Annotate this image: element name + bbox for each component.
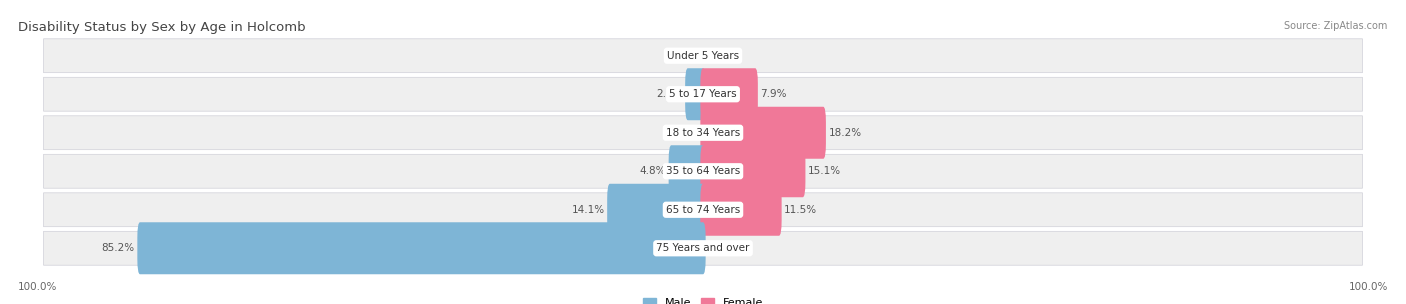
Text: Source: ZipAtlas.com: Source: ZipAtlas.com: [1284, 21, 1388, 31]
Text: 0.0%: 0.0%: [664, 128, 690, 138]
Text: 18 to 34 Years: 18 to 34 Years: [666, 128, 740, 138]
FancyBboxPatch shape: [700, 68, 758, 120]
Legend: Male, Female: Male, Female: [638, 293, 768, 304]
FancyBboxPatch shape: [700, 107, 825, 159]
Text: 0.0%: 0.0%: [716, 51, 742, 61]
Text: Disability Status by Sex by Age in Holcomb: Disability Status by Sex by Age in Holco…: [18, 21, 307, 34]
FancyBboxPatch shape: [700, 145, 806, 197]
FancyBboxPatch shape: [44, 116, 1362, 150]
Text: Under 5 Years: Under 5 Years: [666, 51, 740, 61]
Text: 0.0%: 0.0%: [716, 243, 742, 253]
FancyBboxPatch shape: [669, 145, 706, 197]
Text: 7.9%: 7.9%: [761, 89, 787, 99]
Text: 0.0%: 0.0%: [664, 51, 690, 61]
Text: 5 to 17 Years: 5 to 17 Years: [669, 89, 737, 99]
FancyBboxPatch shape: [44, 39, 1362, 73]
FancyBboxPatch shape: [44, 231, 1362, 265]
FancyBboxPatch shape: [44, 77, 1362, 111]
FancyBboxPatch shape: [138, 222, 706, 274]
Text: 15.1%: 15.1%: [808, 166, 841, 176]
Text: 65 to 74 Years: 65 to 74 Years: [666, 205, 740, 215]
Text: 85.2%: 85.2%: [101, 243, 135, 253]
FancyBboxPatch shape: [44, 193, 1362, 227]
Text: 11.5%: 11.5%: [785, 205, 817, 215]
Text: 100.0%: 100.0%: [18, 282, 58, 292]
FancyBboxPatch shape: [685, 68, 706, 120]
Text: 4.8%: 4.8%: [640, 166, 666, 176]
Text: 14.1%: 14.1%: [571, 205, 605, 215]
Text: 35 to 64 Years: 35 to 64 Years: [666, 166, 740, 176]
Text: 2.3%: 2.3%: [657, 89, 682, 99]
FancyBboxPatch shape: [44, 154, 1362, 188]
Text: 100.0%: 100.0%: [1348, 282, 1388, 292]
Text: 75 Years and over: 75 Years and over: [657, 243, 749, 253]
Text: 18.2%: 18.2%: [828, 128, 862, 138]
FancyBboxPatch shape: [700, 184, 782, 236]
FancyBboxPatch shape: [607, 184, 706, 236]
